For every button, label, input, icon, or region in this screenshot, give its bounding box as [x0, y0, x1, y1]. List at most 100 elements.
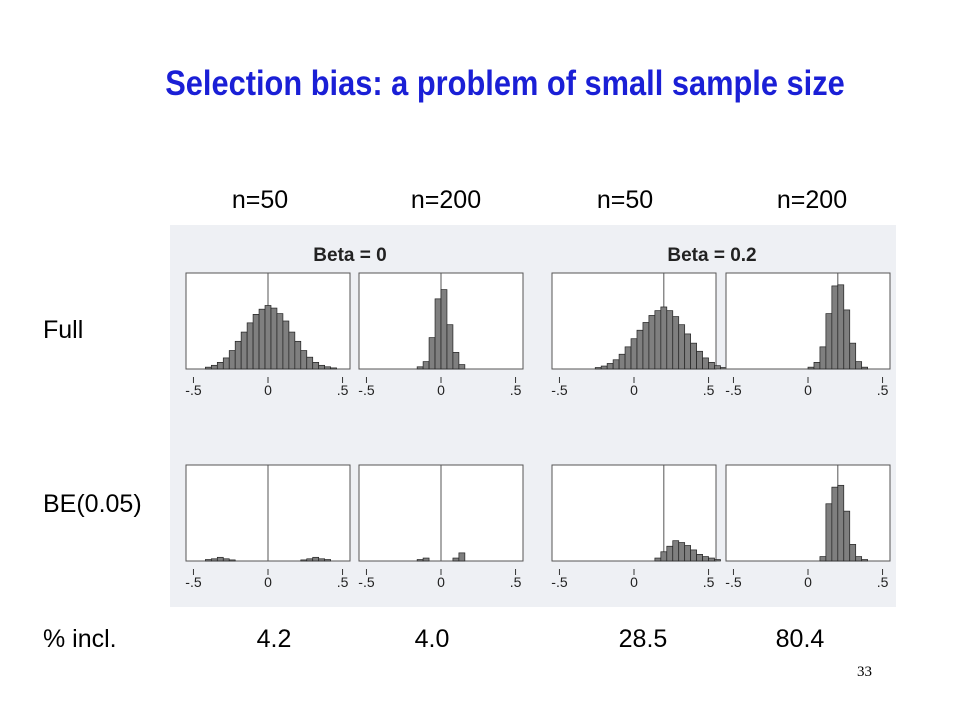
histogram-bar — [819, 346, 827, 370]
histogram-bar — [300, 559, 308, 562]
histogram-bar — [708, 362, 715, 370]
histogram-bar — [666, 310, 674, 370]
histogram-bar — [205, 366, 212, 370]
histogram-bar — [849, 342, 857, 370]
histogram-bar — [264, 305, 272, 370]
column-label-n50-beta02: n=50 — [596, 186, 654, 214]
histogram-bar — [831, 285, 839, 370]
histogram-bar — [843, 510, 851, 562]
x-tick-label: 0 — [804, 382, 812, 398]
x-tick-label: .5 — [510, 382, 522, 398]
histogram-bar — [630, 338, 638, 370]
histogram-bar — [440, 289, 448, 370]
histogram-bar — [636, 329, 644, 370]
x-tick-label: -.5 — [358, 574, 375, 590]
x-tick-label: .5 — [877, 382, 889, 398]
x-tick-label: -.5 — [725, 574, 742, 590]
histogram-bar — [618, 353, 626, 370]
histogram-bar — [819, 556, 827, 562]
histogram-bar — [252, 314, 260, 370]
pct-incl-value: 4.0 — [414, 625, 450, 653]
histogram-bar — [458, 552, 466, 562]
histogram-bar — [210, 558, 218, 562]
x-tick-label: 0 — [264, 574, 272, 590]
histogram-bar — [672, 540, 680, 562]
histogram-bar — [416, 366, 424, 370]
column-label-n200-beta02: n=200 — [776, 186, 848, 214]
x-tick-label: 0 — [437, 382, 445, 398]
pct-incl-label: % incl. — [43, 625, 117, 653]
histogram-bar — [714, 365, 721, 370]
histogram-bar — [849, 544, 857, 562]
histogram-bar — [612, 359, 620, 370]
panel-frame — [725, 272, 891, 370]
x-tick-label: -.5 — [551, 382, 568, 398]
histogram-bar — [428, 337, 436, 370]
histogram-bar — [843, 309, 851, 370]
histogram-bar — [288, 331, 296, 370]
histogram-bar — [837, 284, 845, 370]
histogram-bar — [702, 357, 709, 370]
histogram-bar — [458, 364, 466, 370]
histogram-bar — [684, 333, 692, 370]
column-label-n50-beta0: n=50 — [231, 186, 289, 214]
column-label-n200-beta0: n=200 — [410, 186, 482, 214]
x-tick-label: .5 — [510, 574, 522, 590]
histogram-bar — [452, 557, 460, 562]
histogram-bar — [306, 558, 314, 562]
x-tick-label: -.5 — [185, 574, 202, 590]
histogram-bar — [606, 363, 614, 370]
histogram-bar — [813, 362, 821, 370]
x-tick-label: -.5 — [551, 574, 568, 590]
x-tick-label: 0 — [630, 574, 638, 590]
histogram-bar — [684, 545, 692, 562]
histogram-bar — [416, 559, 424, 562]
histogram-bar — [666, 545, 674, 562]
x-tick-label: -.5 — [358, 382, 375, 398]
histogram-bar — [654, 310, 662, 370]
x-tick-label: 0 — [264, 382, 272, 398]
histogram-bar — [678, 542, 686, 562]
histogram-bar — [324, 559, 331, 562]
histogram-bar — [258, 308, 266, 370]
x-tick-label: .5 — [337, 382, 349, 398]
x-tick-label: .5 — [337, 574, 349, 590]
histogram-bar — [312, 556, 320, 562]
histogram-bar — [825, 313, 833, 370]
histogram-bar — [234, 340, 242, 370]
histogram-bar — [654, 557, 662, 562]
histogram-bar — [702, 556, 709, 562]
x-tick-label: -.5 — [725, 382, 742, 398]
histogram-bar — [696, 350, 703, 370]
histogram-bar — [672, 316, 680, 370]
x-tick-label: 0 — [630, 382, 638, 398]
histogram-bar — [318, 558, 326, 562]
page-number: 33 — [857, 664, 872, 680]
histogram-bar — [678, 324, 686, 370]
x-tick-label: 0 — [437, 574, 445, 590]
histogram-bar — [222, 357, 230, 370]
histogram-bar — [228, 350, 236, 370]
histogram-bar — [205, 559, 212, 562]
histogram-bar — [276, 313, 284, 370]
histogram-bar — [855, 361, 863, 370]
histogram-bar — [660, 551, 668, 562]
histogram-bar — [324, 366, 331, 370]
x-tick-label: .5 — [703, 574, 715, 590]
histogram-bar — [855, 556, 863, 562]
pct-incl-value: 4.2 — [256, 625, 292, 653]
x-tick-label: -.5 — [185, 382, 202, 398]
histogram-bar — [240, 331, 248, 370]
histogram-bar — [696, 554, 703, 562]
histogram-bar — [861, 559, 868, 562]
histogram-bar — [222, 558, 230, 562]
histogram-bar — [216, 362, 224, 370]
group-title: Beta = 0 — [313, 245, 386, 266]
histogram-bar — [210, 364, 218, 370]
x-tick-label: .5 — [703, 382, 715, 398]
slide-title: Selection bias: a problem of small sampl… — [165, 64, 845, 103]
histogram-bar — [825, 503, 833, 562]
histogram-bar — [446, 324, 454, 370]
histogram-bar — [690, 549, 697, 562]
histogram-bar — [714, 559, 721, 562]
